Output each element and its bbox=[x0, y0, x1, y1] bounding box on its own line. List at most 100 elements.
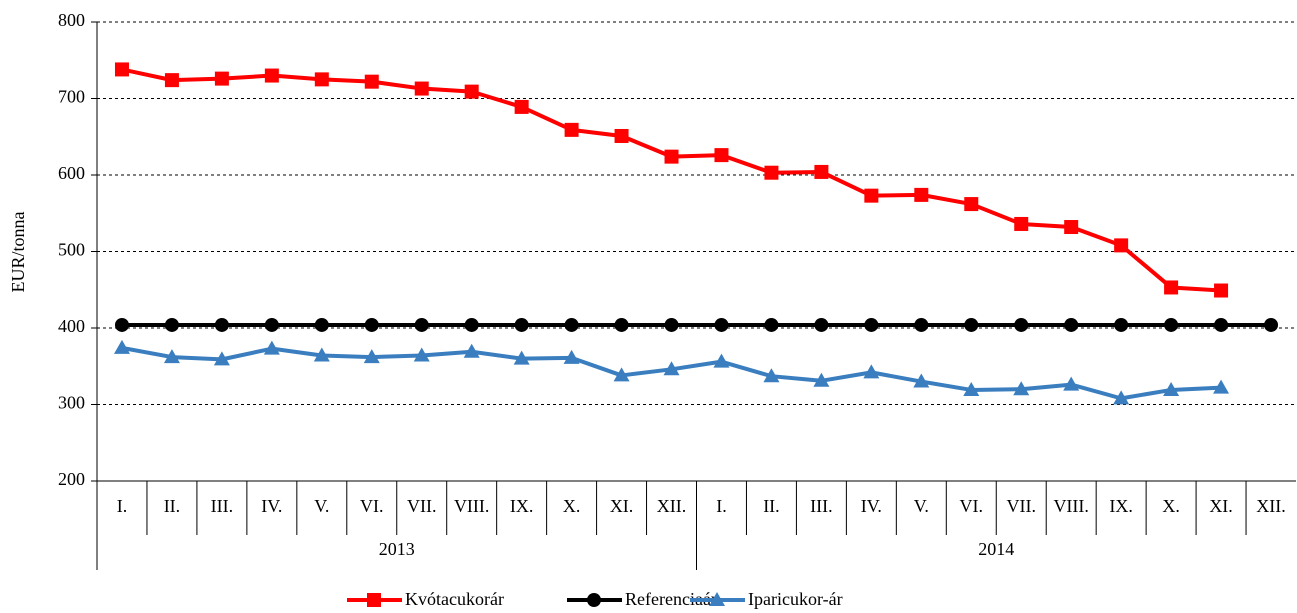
data-point bbox=[464, 84, 479, 99]
data-point bbox=[413, 347, 430, 362]
data-point bbox=[463, 343, 480, 358]
x-tick-label: II. bbox=[763, 496, 780, 516]
group-label: 2014 bbox=[978, 539, 1014, 559]
y-tick-label: 500 bbox=[58, 240, 85, 260]
data-point bbox=[764, 165, 779, 180]
x-tick-label: I. bbox=[117, 496, 128, 516]
x-tick-label: VI. bbox=[960, 496, 984, 516]
data-point bbox=[963, 381, 980, 396]
data-point bbox=[114, 62, 129, 77]
group-label: 2013 bbox=[379, 539, 415, 559]
data-point bbox=[314, 72, 329, 87]
y-tick-label: 400 bbox=[58, 316, 85, 336]
data-point bbox=[264, 68, 279, 83]
data-point bbox=[364, 317, 379, 332]
data-point bbox=[264, 317, 279, 332]
data-point bbox=[614, 128, 629, 143]
legend-label: Kvótacukorár bbox=[405, 589, 504, 609]
x-tick-label: IV. bbox=[861, 496, 882, 516]
x-tick-label: X. bbox=[563, 496, 581, 516]
data-point bbox=[1213, 379, 1230, 394]
data-point bbox=[214, 71, 229, 86]
x-tick-label: XII. bbox=[1256, 496, 1286, 516]
y-tick-label: 300 bbox=[58, 393, 85, 413]
data-point bbox=[214, 317, 229, 332]
data-point bbox=[1163, 381, 1180, 396]
data-point bbox=[764, 317, 779, 332]
data-point bbox=[1064, 317, 1079, 332]
legend-marker bbox=[367, 593, 381, 607]
data-point bbox=[1114, 317, 1129, 332]
data-point bbox=[564, 317, 579, 332]
data-point bbox=[113, 339, 130, 354]
data-point bbox=[1164, 280, 1179, 295]
x-tick-label: III. bbox=[211, 496, 233, 516]
x-tick-label: V. bbox=[914, 496, 929, 516]
data-point bbox=[1113, 390, 1130, 405]
x-tick-label: V. bbox=[314, 496, 329, 516]
x-tick-label: XII. bbox=[657, 496, 687, 516]
data-point bbox=[664, 149, 679, 164]
x-tick-label: VI. bbox=[360, 496, 384, 516]
data-point bbox=[663, 361, 680, 376]
x-tick-label: IX. bbox=[510, 496, 534, 516]
data-point bbox=[914, 187, 929, 202]
x-tick-label: VII. bbox=[1006, 496, 1036, 516]
data-point bbox=[564, 122, 579, 137]
data-point bbox=[163, 349, 180, 364]
y-tick-label: 600 bbox=[58, 163, 85, 183]
data-point bbox=[813, 372, 830, 387]
data-point bbox=[563, 349, 580, 364]
data-point bbox=[313, 347, 330, 362]
y-tick-label: 700 bbox=[58, 87, 85, 107]
data-point bbox=[864, 188, 879, 203]
x-tick-label: VII. bbox=[407, 496, 437, 516]
data-point bbox=[364, 74, 379, 89]
data-point bbox=[714, 148, 729, 163]
data-point bbox=[964, 197, 979, 212]
x-tick-label: III. bbox=[810, 496, 832, 516]
x-tick-label: I. bbox=[716, 496, 727, 516]
data-point bbox=[314, 317, 329, 332]
data-point bbox=[513, 350, 530, 365]
data-point bbox=[464, 317, 479, 332]
data-point bbox=[363, 349, 380, 364]
series-line bbox=[121, 67, 1222, 293]
x-tick-label: XI. bbox=[1209, 496, 1233, 516]
x-tick-label: IV. bbox=[261, 496, 282, 516]
data-point bbox=[114, 317, 129, 332]
data-point bbox=[1214, 317, 1229, 332]
data-point bbox=[614, 317, 629, 332]
legend-marker bbox=[587, 593, 601, 607]
data-point bbox=[164, 73, 179, 88]
data-point bbox=[863, 364, 880, 379]
data-point bbox=[263, 340, 280, 355]
y-tick-label: 800 bbox=[58, 10, 85, 30]
data-point bbox=[514, 317, 529, 332]
data-point bbox=[864, 317, 879, 332]
data-point bbox=[213, 351, 230, 366]
data-point bbox=[763, 368, 780, 383]
x-tick-label: II. bbox=[164, 496, 181, 516]
data-point bbox=[1114, 238, 1129, 253]
data-point bbox=[814, 317, 829, 332]
data-point bbox=[1063, 376, 1080, 391]
y-axis-label: EUR/tonna bbox=[8, 211, 28, 292]
legend-label: Referenciaár bbox=[625, 589, 717, 609]
data-point bbox=[713, 353, 730, 368]
data-point bbox=[1013, 381, 1030, 396]
data-point bbox=[1214, 283, 1229, 298]
data-point bbox=[414, 81, 429, 96]
data-point bbox=[964, 317, 979, 332]
x-tick-label: XI. bbox=[610, 496, 634, 516]
x-tick-label: IX. bbox=[1109, 496, 1133, 516]
data-point bbox=[914, 317, 929, 332]
x-tick-label: VIII. bbox=[1053, 496, 1088, 516]
data-point bbox=[913, 373, 930, 388]
y-tick-label: 200 bbox=[58, 469, 85, 489]
data-point bbox=[1064, 220, 1079, 235]
data-point bbox=[164, 317, 179, 332]
legend-label: Iparicukor-ár bbox=[748, 589, 843, 609]
data-point bbox=[714, 317, 729, 332]
